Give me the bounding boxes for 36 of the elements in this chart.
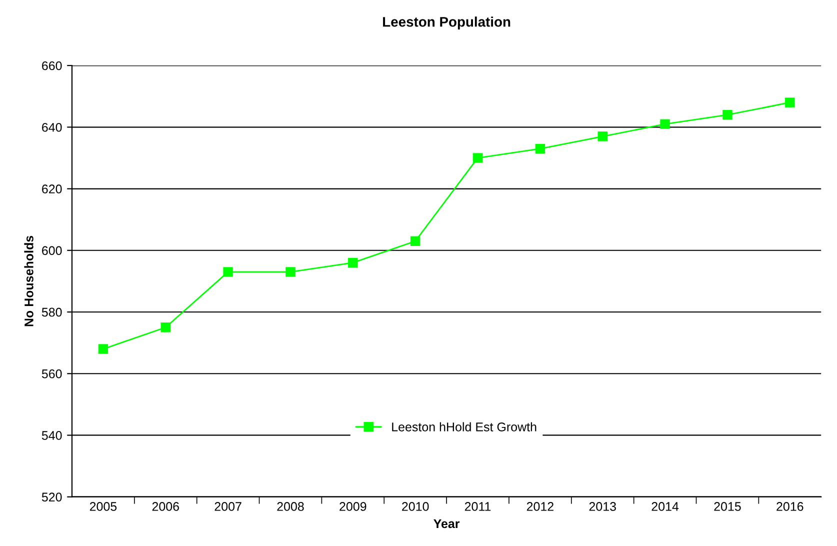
point <box>348 258 358 268</box>
point <box>98 344 108 354</box>
x-tick-label: 2009 <box>340 502 366 511</box>
x-tick-label: 2006 <box>152 502 179 511</box>
y-tick-label: 540 <box>42 431 62 440</box>
point <box>286 267 296 277</box>
x-tick-label: 2011 <box>464 502 491 511</box>
x-tick-label: 2010 <box>402 502 429 511</box>
y-tick-label: 520 <box>42 492 62 502</box>
x-tick-label: 2005 <box>90 502 117 511</box>
point <box>660 119 670 129</box>
point <box>785 98 795 108</box>
x-tick-label: 2015 <box>714 502 741 511</box>
x-tick-label: 2007 <box>214 502 242 511</box>
point <box>223 267 233 277</box>
point <box>160 322 170 332</box>
y-tick-label: 660 <box>42 61 62 70</box>
point <box>410 236 420 246</box>
point <box>722 110 732 120</box>
chart-title: Leeston Population <box>383 16 510 30</box>
y-tick-label: 580 <box>42 308 62 317</box>
x-tick-label: 2008 <box>277 502 304 511</box>
y-axis-title: No Households <box>24 236 34 326</box>
x-tick-label: 2014 <box>652 502 679 511</box>
y-tick-label: 640 <box>42 122 62 132</box>
y-tick-label: 600 <box>42 246 62 256</box>
legend-label: Leeston hHold Est Growth <box>392 422 536 432</box>
x-tick-label: 2016 <box>776 502 804 511</box>
point <box>598 132 608 142</box>
x-axis-title: Year <box>434 519 460 528</box>
point <box>535 144 546 154</box>
y-tick-label: 560 <box>42 369 62 378</box>
x-tick-label: 2013 <box>589 502 616 511</box>
y-tick-label: 620 <box>42 184 62 194</box>
point <box>472 153 483 163</box>
x-tick-label: 2012 <box>526 502 554 511</box>
